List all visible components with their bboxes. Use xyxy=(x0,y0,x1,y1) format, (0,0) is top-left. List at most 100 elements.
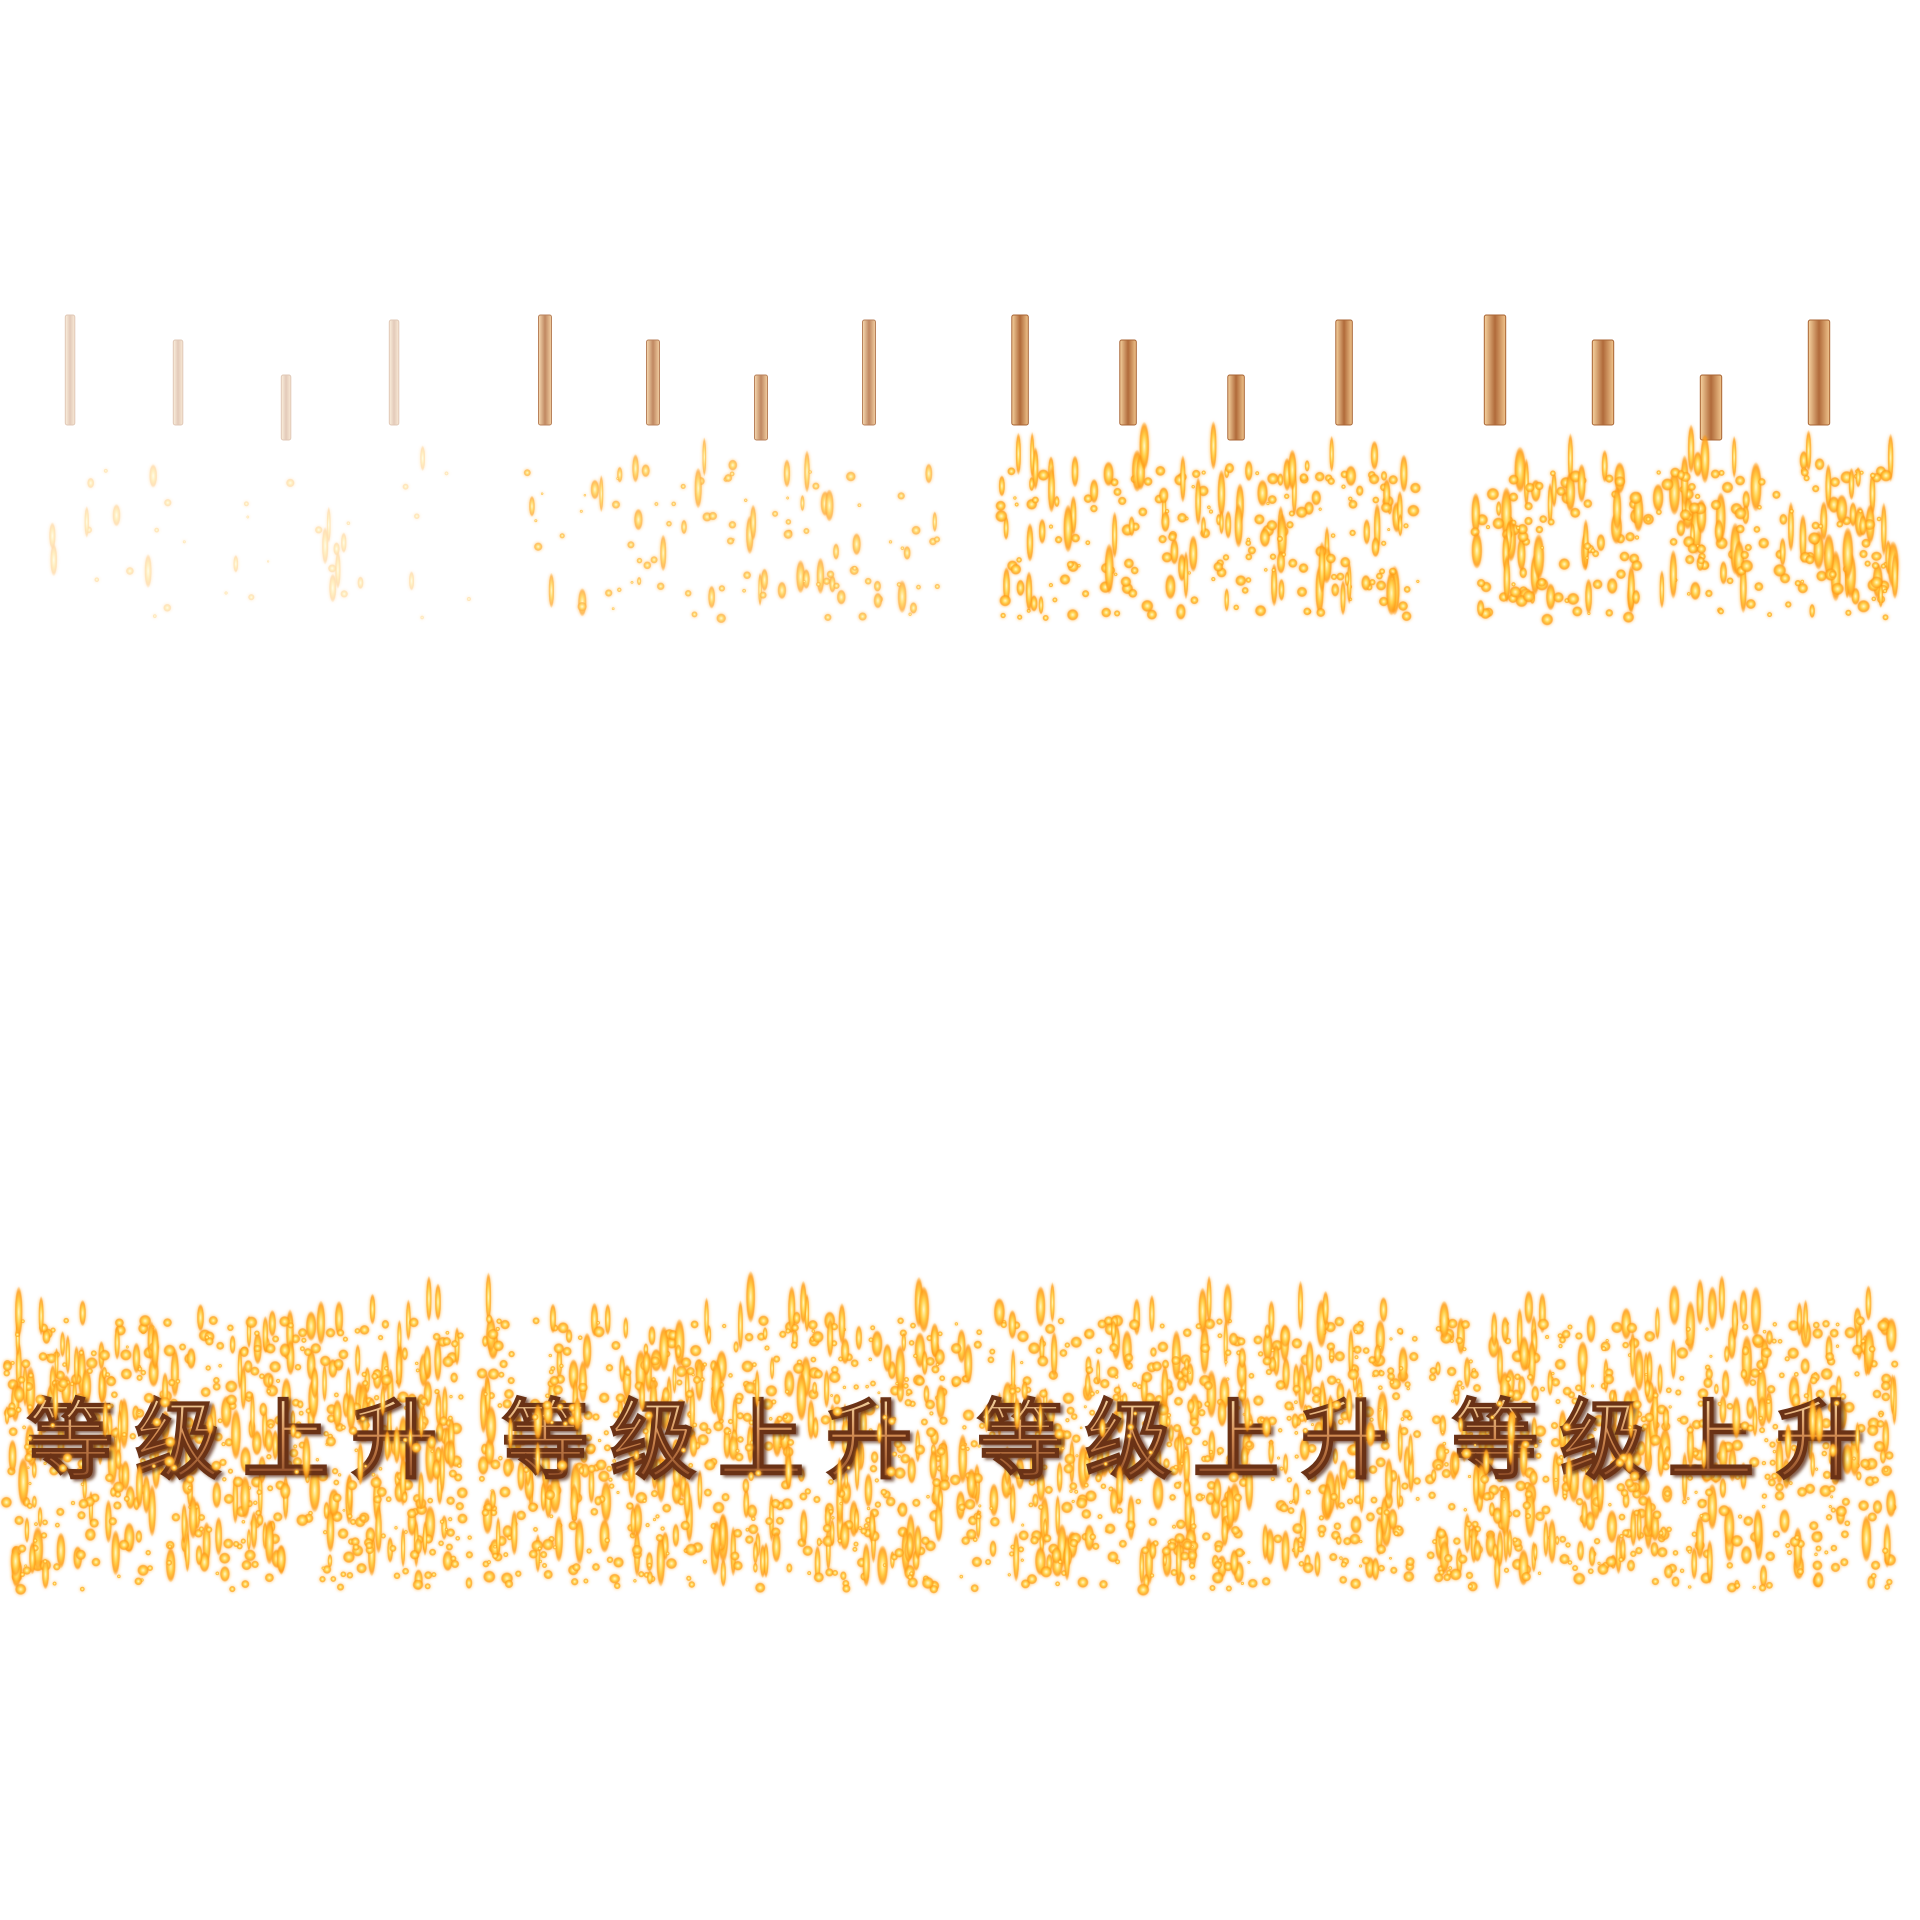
spark-dot xyxy=(1283,493,1290,500)
spark-streak xyxy=(989,1540,997,1558)
spark-dot xyxy=(1524,1490,1533,1499)
spark-dot xyxy=(224,591,228,595)
spark-dot xyxy=(1346,1468,1358,1480)
spark-streak xyxy=(1331,582,1340,597)
spark-dot xyxy=(467,1535,473,1540)
spark-streak xyxy=(728,459,738,471)
spark-dot xyxy=(1761,1504,1766,1509)
spark-dot xyxy=(1449,1568,1463,1581)
spark-streak xyxy=(160,1410,170,1441)
spark-dot xyxy=(833,582,840,590)
spark-dot xyxy=(1089,504,1098,513)
spark-dot xyxy=(1291,1337,1303,1349)
spark-dot xyxy=(1512,1509,1521,1518)
spark-dot xyxy=(1361,1556,1371,1565)
spark-dot xyxy=(827,1478,835,1485)
spark-dot xyxy=(1803,1393,1810,1399)
spark-dot xyxy=(1784,1356,1790,1362)
glyph-edge-上 xyxy=(280,374,292,441)
spark-dot xyxy=(322,1529,328,1535)
frame-2 xyxy=(523,314,941,624)
spark-dot xyxy=(678,1441,684,1446)
spark-dot xyxy=(1149,1573,1155,1578)
spark-streak xyxy=(1099,1418,1106,1438)
spark-dot xyxy=(1266,472,1279,485)
spark-streak xyxy=(1149,1541,1157,1560)
spark-dot xyxy=(1070,1336,1083,1349)
spark-streak xyxy=(1808,1398,1817,1443)
spark-dot xyxy=(1277,1427,1283,1433)
spark-streak xyxy=(786,1563,793,1573)
spark-streak xyxy=(357,576,364,590)
spark-dot xyxy=(442,1355,454,1368)
spark-dot xyxy=(1792,1410,1798,1416)
spark-streak xyxy=(1257,479,1268,507)
spark-dot xyxy=(1095,1347,1103,1355)
spark-dot xyxy=(1161,1546,1172,1556)
spark-streak xyxy=(619,1354,626,1383)
spark-dot xyxy=(1247,1560,1251,1565)
spark-dot xyxy=(1766,1384,1776,1394)
spark-streak xyxy=(1121,1329,1133,1370)
spark-streak xyxy=(897,580,907,614)
spark-dot xyxy=(1762,1329,1767,1334)
spark-streak xyxy=(465,1577,473,1589)
spark-streak xyxy=(804,450,810,493)
spark-streak xyxy=(1503,554,1511,603)
spark-dot xyxy=(1084,1450,1095,1461)
spark-dot xyxy=(1524,516,1533,526)
glyph-edge-上 xyxy=(754,374,768,441)
spark-streak xyxy=(1103,461,1114,487)
spark-streak xyxy=(1371,536,1380,558)
spark-dot xyxy=(1389,1337,1393,1341)
spark-streak xyxy=(1054,495,1060,508)
spark-dot xyxy=(893,1467,907,1480)
spark-streak xyxy=(1268,1300,1275,1338)
spark-dot xyxy=(1328,1355,1335,1361)
spark-streak xyxy=(823,1369,830,1409)
glyph-edge-上 xyxy=(1227,374,1245,441)
spark-streak xyxy=(1696,1278,1704,1326)
spark-streak xyxy=(1013,1397,1021,1431)
spark-dot xyxy=(962,1409,975,1422)
spark-particles xyxy=(959,1340,1422,1570)
spark-dot xyxy=(1661,478,1674,491)
spark-streak xyxy=(418,1471,425,1511)
spark-dot xyxy=(1744,543,1753,552)
spark-dot xyxy=(1255,471,1260,476)
spark-dot xyxy=(1135,1498,1142,1505)
spark-particles xyxy=(0,1275,474,1596)
spark-dot xyxy=(430,1449,435,1454)
spark-streak xyxy=(37,1426,44,1463)
spark-dot xyxy=(1159,1323,1165,1329)
reveal-row: 等级上升等级上升等级上升等级上升 xyxy=(0,1270,1899,1596)
spark-dot xyxy=(552,1384,564,1396)
spark-dot xyxy=(1562,1423,1572,1432)
spark-dot xyxy=(936,1446,946,1456)
spark-dot xyxy=(1091,1422,1096,1427)
spark-dot xyxy=(611,500,621,509)
glyph-级: 级 xyxy=(1085,1390,1171,1491)
spark-streak xyxy=(1740,1461,1747,1491)
spark-dot xyxy=(446,1528,456,1538)
spark-streak xyxy=(1517,536,1526,572)
spark-dot xyxy=(615,1393,626,1403)
spark-dot xyxy=(1877,1319,1890,1332)
spark-dot xyxy=(26,1502,34,1510)
spark-streak xyxy=(1107,1463,1114,1475)
spark-streak xyxy=(1700,434,1710,484)
spark-dot xyxy=(491,1552,499,1560)
spark-dot xyxy=(1696,544,1707,554)
spark-streak xyxy=(1436,1528,1447,1539)
spark-dot xyxy=(553,1343,565,1354)
spark-streak xyxy=(1809,603,1816,619)
spark-dot xyxy=(1784,601,1792,608)
spark-dot xyxy=(246,515,250,519)
spark-streak xyxy=(1793,1445,1800,1461)
spark-dot xyxy=(545,1437,551,1444)
spark-streak xyxy=(1281,1529,1290,1573)
spark-dot xyxy=(1883,1467,1889,1473)
spark-streak xyxy=(1340,556,1351,568)
spark-dot xyxy=(1017,1546,1025,1553)
spark-dot xyxy=(976,1329,983,1336)
